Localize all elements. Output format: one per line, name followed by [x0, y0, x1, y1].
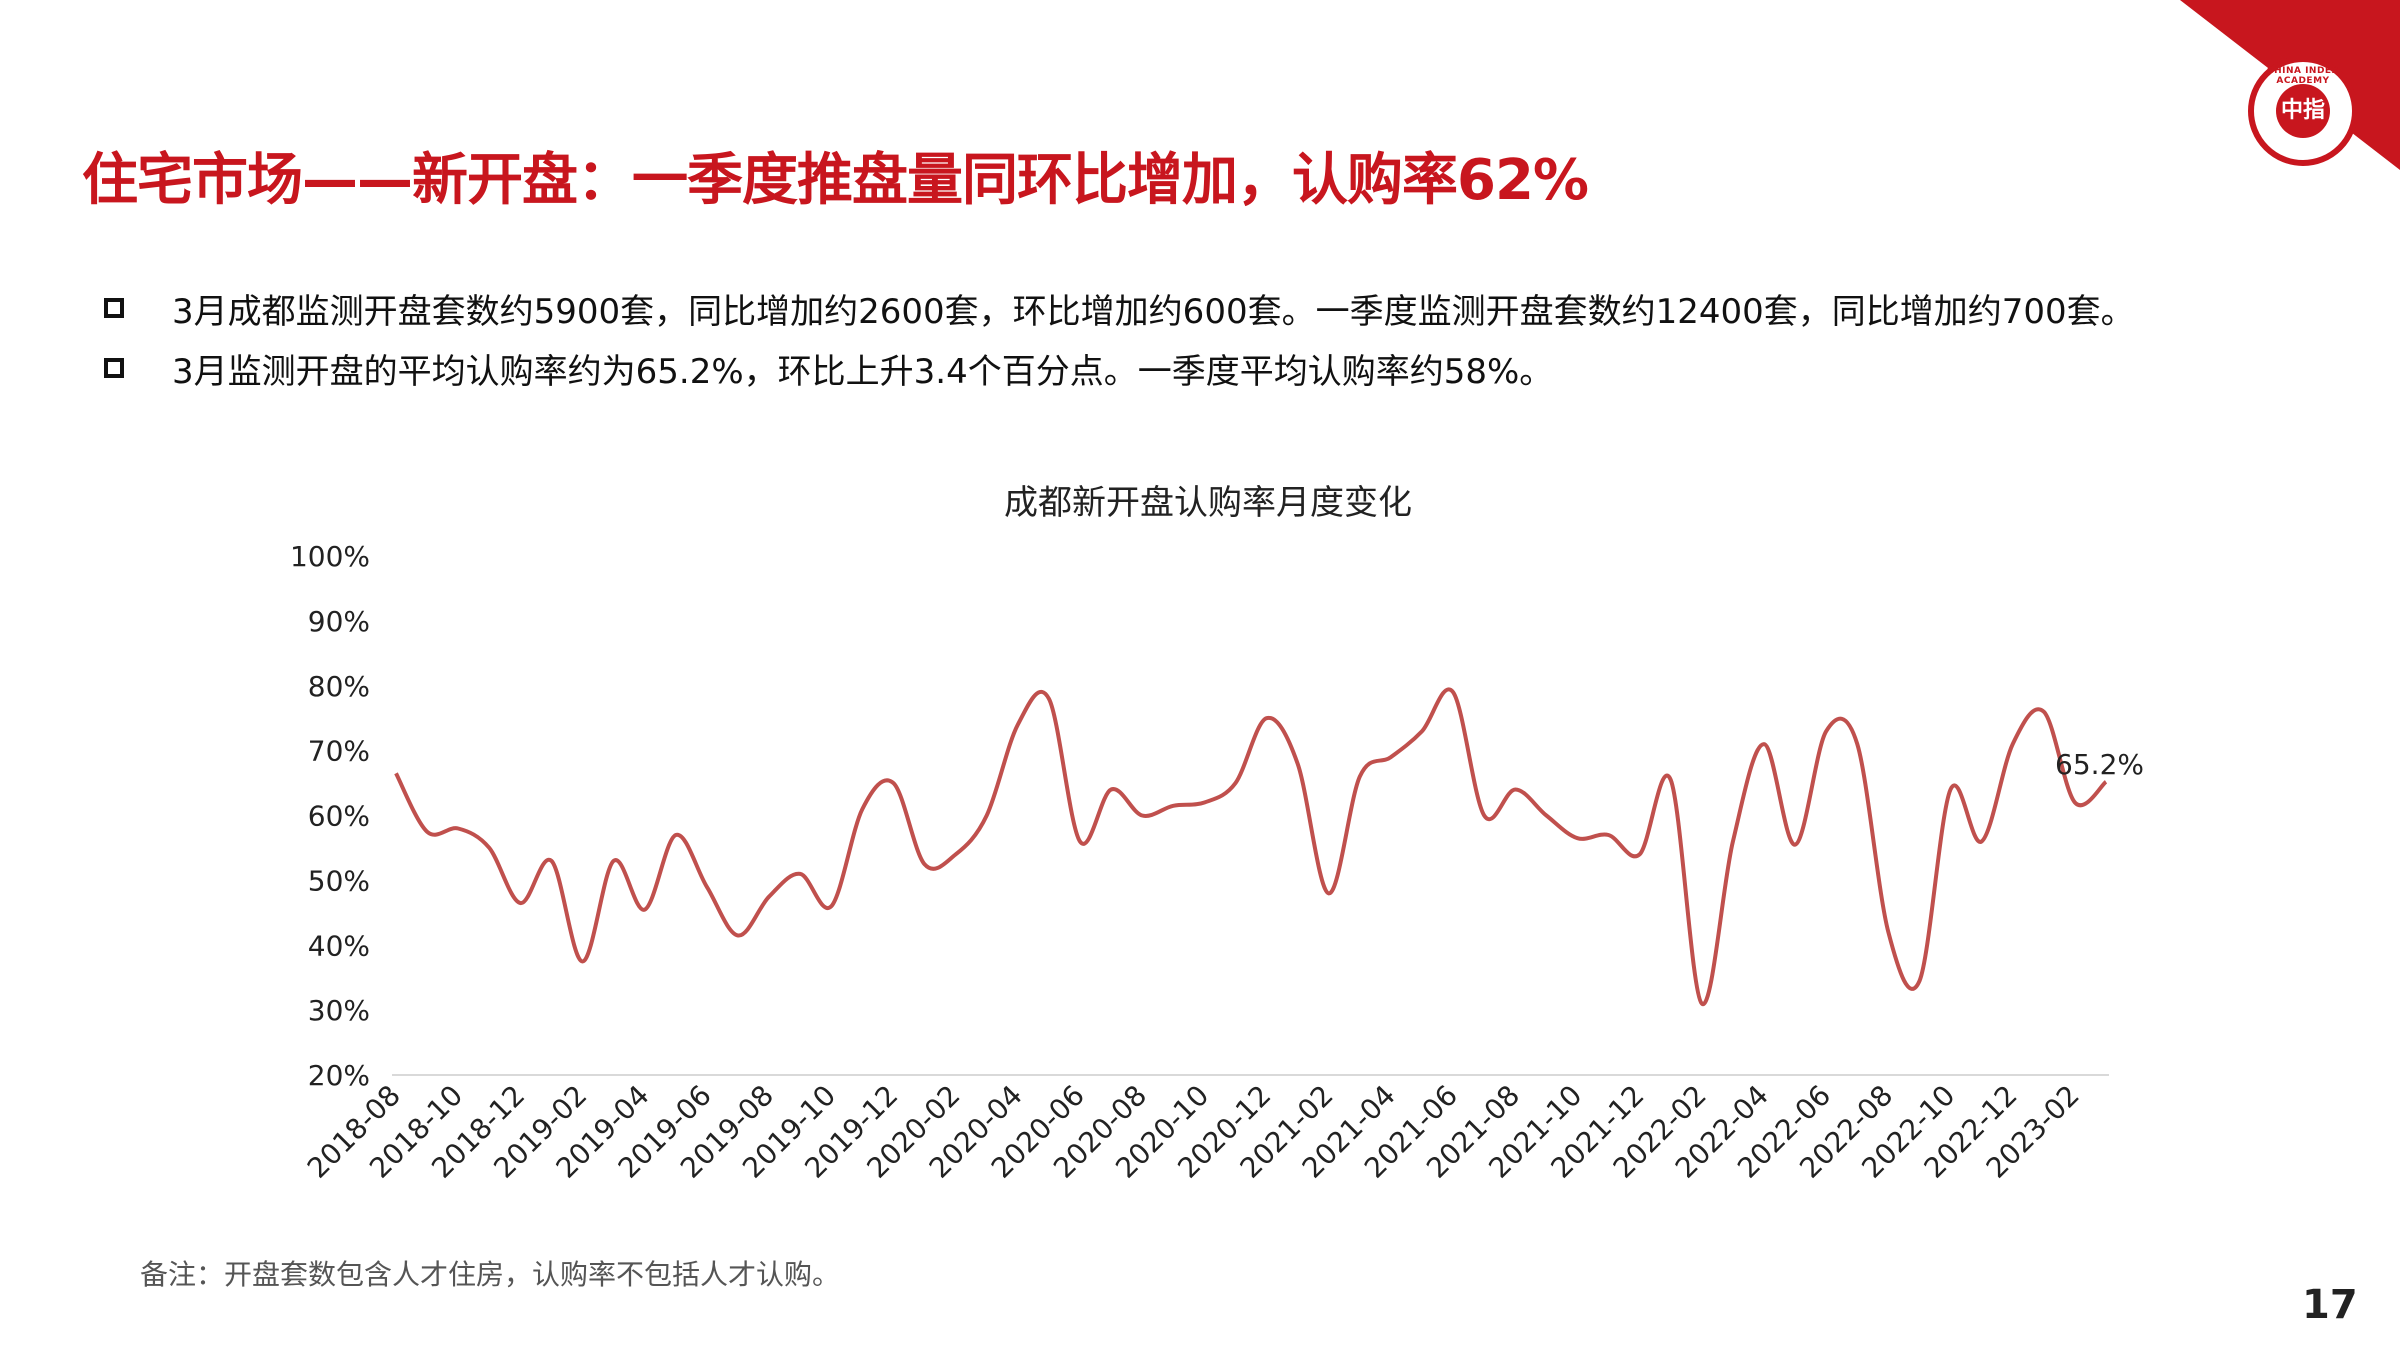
bullet-list: 3月成都监测开盘套数约5900套，同比增加约2600套，环比增加约600套。一季… [104, 278, 2135, 398]
y-tick-label: 100% [290, 540, 370, 573]
y-tick-label: 90% [308, 605, 370, 638]
data-label: 65.2% [2055, 748, 2144, 781]
bullet-item: 3月成都监测开盘套数约5900套，同比增加约2600套，环比增加约600套。一季… [104, 278, 2135, 338]
y-tick-label: 80% [308, 670, 370, 703]
bullet-item: 3月监测开盘的平均认购率约为65.2%，环比上升3.4个百分点。一季度平均认购率… [104, 338, 2135, 398]
x-axis: 2018-082018-102018-122019-022019-042019-… [301, 1079, 2086, 1185]
y-tick-label: 30% [308, 994, 370, 1027]
logo-ring-text: CHINA INDEX ACADEMY [2266, 66, 2340, 86]
chart-title: 成都新开盘认购率月度变化 [1004, 483, 1412, 523]
checkbox-bullet-icon [104, 358, 124, 378]
page-number: 17 [2302, 1282, 2358, 1328]
china-index-academy-logo: CHINA INDEX ACADEMY 中指 [2248, 56, 2358, 166]
y-tick-label: 40% [308, 929, 370, 962]
data-labels: 65.2% [2055, 748, 2144, 781]
page-title: 住宅市场——新开盘：一季度推盘量同环比增加，认购率62% [82, 148, 1589, 213]
y-axis: 100% 90% 80% 70% 60% 50% 40% 30% 20% [290, 540, 370, 1092]
bullet-text: 3月监测开盘的平均认购率约为65.2%，环比上升3.4个百分点。一季度平均认购率… [172, 351, 1554, 392]
y-tick-label: 50% [308, 864, 370, 897]
bullet-text: 3月成都监测开盘套数约5900套，同比增加约2600套，环比增加约600套。一季… [172, 291, 2135, 332]
y-tick-label: 60% [308, 800, 370, 833]
y-tick-label: 70% [308, 735, 370, 768]
series-line [394, 687, 2108, 1006]
footnote: 备注：开盘套数包含人才住房，认购率不包括人才认购。 [140, 1258, 841, 1291]
y-tick-label: 20% [308, 1059, 370, 1092]
checkbox-bullet-icon [104, 298, 124, 318]
logo-center-mark: 中指 [2276, 84, 2330, 138]
